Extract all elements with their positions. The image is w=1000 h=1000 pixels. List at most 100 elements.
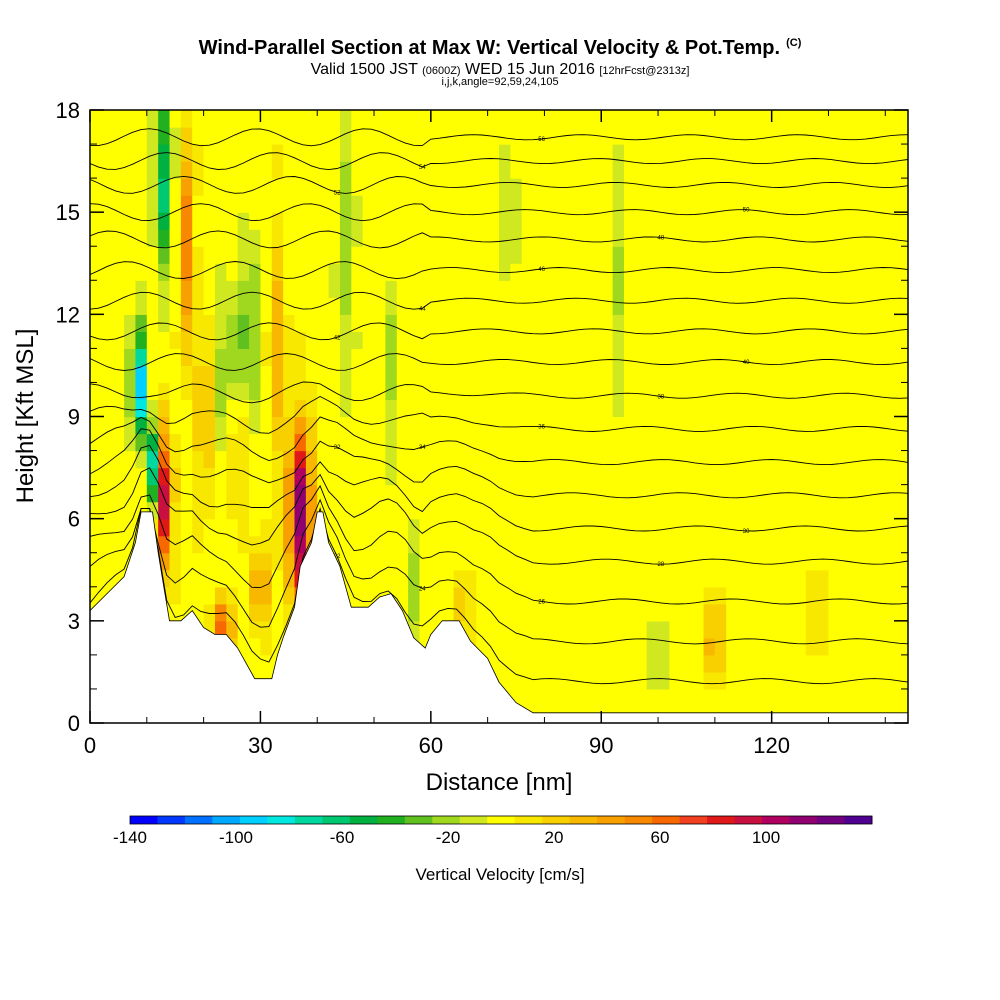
w-cell [771, 416, 784, 435]
w-cell [396, 399, 409, 418]
w-cell [169, 501, 182, 520]
w-cell [430, 586, 443, 605]
w-cell [692, 110, 705, 128]
w-cell [737, 518, 750, 537]
w-cell [226, 280, 239, 298]
w-cell [601, 552, 614, 571]
w-cell [283, 246, 296, 264]
w-cell [828, 603, 841, 622]
w-cell [487, 433, 500, 452]
w-cell [851, 280, 864, 298]
w-cell [578, 382, 591, 401]
w-cell [589, 348, 602, 367]
w-cell [203, 620, 216, 639]
w-cell [646, 365, 659, 384]
theta-contour [90, 444, 908, 532]
w-cell [226, 416, 239, 435]
w-cell [339, 263, 352, 281]
w-cell [646, 535, 659, 554]
w-cell [680, 416, 693, 435]
w-cell [510, 399, 523, 418]
w-cell [612, 127, 625, 145]
w-cell [521, 110, 534, 128]
w-cell [237, 535, 250, 554]
w-cell [476, 399, 489, 418]
w-cell [476, 161, 489, 179]
w-cell [567, 280, 580, 298]
w-cell [839, 246, 852, 264]
w-cell [271, 484, 284, 503]
w-cell [317, 433, 330, 452]
w-cell [748, 535, 761, 554]
w-cell [521, 603, 534, 622]
w-cell [214, 569, 227, 588]
w-cell [385, 331, 398, 349]
w-cell [464, 450, 477, 469]
w-cell [192, 280, 205, 298]
w-cell [328, 518, 341, 537]
w-cell [124, 110, 137, 128]
x-tick-label: 120 [753, 733, 790, 758]
w-cell [146, 212, 159, 230]
w-cell [589, 331, 602, 349]
w-cell [544, 348, 557, 367]
w-cell [851, 161, 864, 179]
w-cell [794, 314, 807, 332]
w-cell [328, 535, 341, 554]
w-cell [90, 399, 102, 418]
w-cell [839, 518, 852, 537]
w-cell [237, 416, 250, 435]
w-cell [226, 399, 239, 418]
w-cell [885, 569, 898, 588]
w-cell [851, 110, 864, 128]
w-cell [283, 263, 296, 281]
w-cell [464, 314, 477, 332]
w-cell [430, 195, 443, 213]
w-cell [249, 416, 262, 435]
w-cell [533, 314, 546, 332]
w-cell [385, 518, 398, 537]
w-cell [544, 399, 557, 418]
w-cell [623, 229, 636, 247]
w-cell [873, 365, 886, 384]
w-cell [805, 433, 818, 452]
w-cell [578, 586, 591, 605]
w-cell [851, 382, 864, 401]
w-cell [771, 348, 784, 367]
w-cell [805, 399, 818, 418]
w-cell [612, 348, 625, 367]
w-cell [362, 297, 375, 315]
w-cell [192, 297, 205, 315]
w-cell [499, 569, 511, 588]
w-cell [521, 212, 534, 230]
w-cell [828, 484, 841, 503]
w-cell [658, 365, 671, 384]
w-cell [612, 382, 625, 401]
w-cell [567, 314, 580, 332]
w-cell [237, 297, 250, 315]
w-cell [760, 603, 773, 622]
w-cell [237, 212, 250, 230]
w-cell [237, 518, 250, 537]
y-tick-label: 18 [56, 98, 80, 123]
w-cell [146, 382, 159, 401]
w-cell [635, 484, 648, 503]
w-cell [885, 348, 898, 367]
w-cell [533, 246, 546, 264]
w-cell [453, 365, 466, 384]
w-cell [510, 365, 523, 384]
w-cell [464, 144, 477, 162]
w-cell [351, 178, 364, 196]
w-cell [623, 586, 636, 605]
w-cell [635, 399, 648, 418]
w-cell [328, 365, 341, 384]
w-cell [555, 535, 568, 554]
w-cell [760, 212, 773, 230]
w-cell [464, 569, 477, 588]
w-cell [226, 569, 239, 588]
w-cell [180, 195, 193, 213]
w-cell [180, 229, 193, 247]
colorbar-swatch [130, 816, 158, 824]
w-cell [658, 688, 671, 707]
